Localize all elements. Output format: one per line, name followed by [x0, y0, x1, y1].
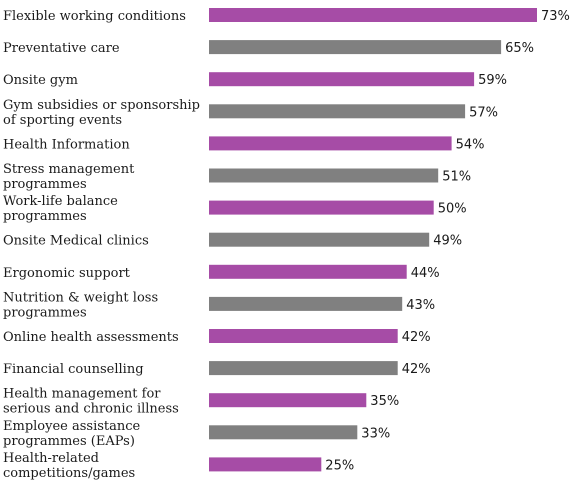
- value-label-10: 42%: [402, 330, 431, 345]
- category-label-6-line-1: programmes: [3, 209, 87, 224]
- category-label-9-line-1: programmes: [3, 305, 87, 320]
- category-label-2: Onsite gym: [3, 73, 78, 88]
- value-label-14: 25%: [325, 458, 354, 473]
- category-label-3-line-1: of sporting events: [3, 113, 122, 128]
- category-label-5-line-0: Stress management: [3, 162, 135, 177]
- bar-12: [209, 393, 367, 408]
- bar-1: [209, 40, 502, 55]
- value-label-8: 44%: [411, 266, 440, 281]
- bar-10: [209, 329, 398, 343]
- category-label-8: Ergonomic support: [3, 266, 131, 281]
- value-label-9: 43%: [406, 298, 435, 313]
- category-label-1: Preventative care: [3, 41, 120, 56]
- category-label-0: Flexible working conditions: [3, 9, 186, 24]
- bar-7: [209, 232, 430, 247]
- bar-5: [209, 168, 439, 183]
- category-labels: Flexible working conditions Preventative …: [3, 9, 200, 481]
- bar-13: [209, 425, 358, 440]
- value-label-0: 73%: [541, 9, 570, 24]
- value-label-1: 65%: [505, 41, 534, 56]
- value-label-5: 51%: [442, 170, 471, 185]
- category-label-10: Online health assessments: [3, 330, 179, 345]
- bar-9: [209, 296, 403, 311]
- bar-8: [209, 264, 407, 279]
- category-label-13-line-1: programmes (EAPs): [3, 434, 135, 449]
- value-label-13: 33%: [361, 426, 390, 441]
- category-label-6-line-0: Work-life balance: [3, 194, 118, 209]
- category-label-12-line-0: Health management for: [3, 387, 161, 402]
- category-label-7: Onsite Medical clinics: [3, 234, 149, 249]
- bar-3: [209, 104, 466, 119]
- bars: [209, 8, 537, 472]
- value-labels: 73% 65% 59% 57% 54% 51% 50% 49% 44% 43% 42% 42% 35% 3…: [325, 9, 570, 473]
- category-label-14-line-1: competitions/games: [3, 466, 135, 481]
- value-label-6: 50%: [438, 202, 467, 217]
- category-label-3-line-0: Gym subsidies or sponsorship: [3, 98, 200, 113]
- bar-14: [209, 457, 322, 472]
- bar-6: [209, 200, 434, 215]
- value-label-3: 57%: [469, 105, 498, 120]
- value-label-7: 49%: [433, 234, 462, 249]
- category-label-9-line-0: Nutrition & weight loss: [3, 290, 158, 305]
- category-label-5-line-1: programmes: [3, 177, 87, 192]
- category-label-11: Financial counselling: [3, 362, 144, 377]
- category-label-12-line-1: serious and chronic illness: [3, 402, 179, 417]
- value-label-4: 54%: [456, 137, 485, 152]
- value-label-11: 42%: [402, 362, 431, 377]
- category-label-4: Health Information: [3, 137, 130, 152]
- category-label-13-line-0: Employee assistance: [3, 419, 141, 434]
- category-label-14-line-0: Health-related: [3, 451, 99, 466]
- value-label-12: 35%: [370, 394, 399, 409]
- value-label-2: 59%: [478, 73, 507, 88]
- bar-2: [209, 72, 475, 87]
- bar-0: [209, 8, 537, 22]
- bar-11: [209, 361, 398, 376]
- bar-4: [209, 136, 452, 151]
